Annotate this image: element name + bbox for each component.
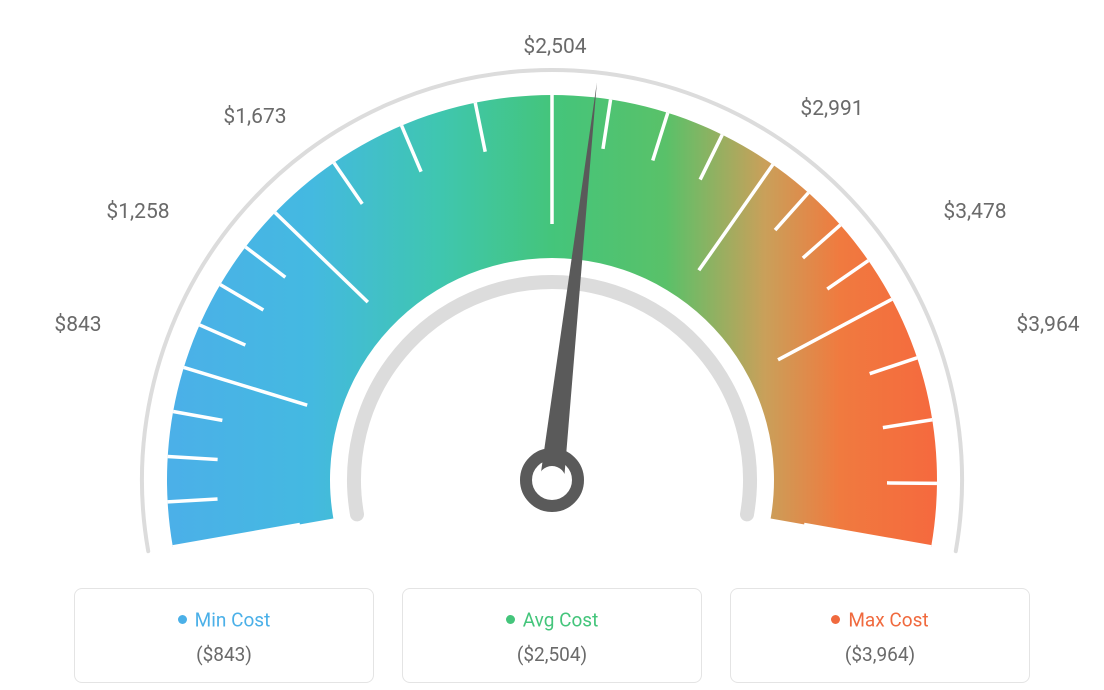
legend-dot-icon [506,615,515,624]
gauge-area: $843 $1,258 $1,673 $2,504 $2,991 $3,478 $3,964 [20,20,1084,580]
gauge-tick-label: $3,964 [1016,313,1079,337]
legend-box: Avg Cost ($2,504) [402,588,702,683]
legend-value: ($3,964) [741,643,1019,666]
gauge-tick-label: $3,478 [943,200,1006,224]
legend-box: Max Cost ($3,964) [730,588,1030,683]
legend-title-text: Max Cost [848,608,928,631]
gauge-svg [52,20,1052,560]
gauge-tick-label: $1,673 [223,105,286,129]
legend-box: Min Cost ($843) [74,588,374,683]
gauge-tick-label: $2,504 [523,35,586,59]
gauge-tick-label: $2,991 [800,97,863,121]
legend-title: Min Cost [85,607,363,631]
gauge-tick-label: $1,258 [106,200,169,224]
cost-gauge-chart: $843 $1,258 $1,673 $2,504 $2,991 $3,478 $3,964… [0,0,1104,690]
legend-row: Min Cost ($843) Avg Cost ($2,504) Max Cost ($… [20,588,1084,683]
legend-dot-icon [831,615,840,624]
gauge-tick-label: $843 [54,313,101,337]
legend-value: ($2,504) [413,643,691,666]
legend-value: ($843) [85,643,363,666]
legend-dot-icon [178,615,187,624]
legend-title: Avg Cost [413,607,691,631]
legend-title-text: Avg Cost [523,608,599,631]
legend-title: Max Cost [741,607,1019,631]
legend-title-text: Min Cost [195,608,271,631]
